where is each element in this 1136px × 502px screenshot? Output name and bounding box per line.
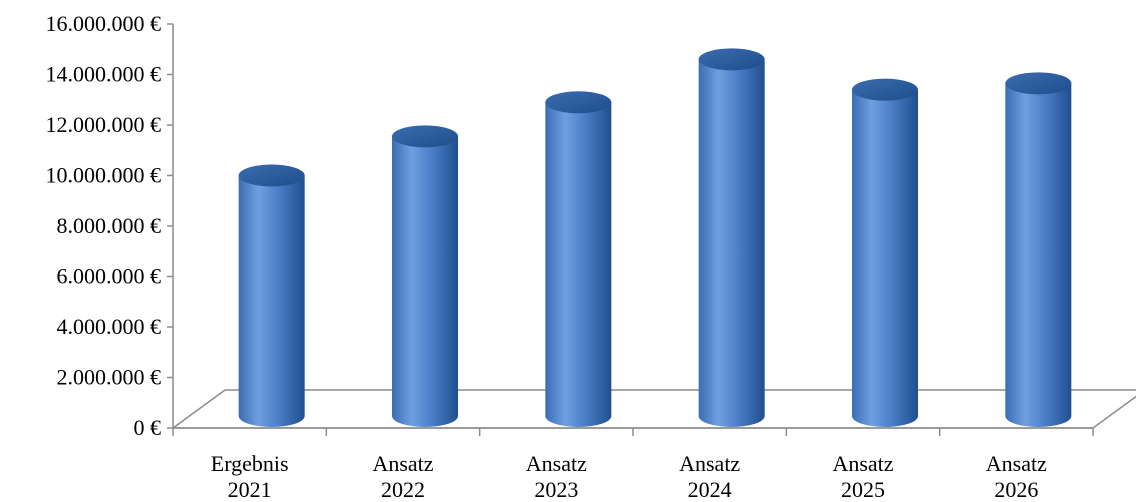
bar-4 <box>852 78 918 428</box>
category-label: 2021 <box>228 477 272 502</box>
category-label: 2024 <box>688 477 732 502</box>
category-label: Ansatz <box>372 451 433 476</box>
category-label: 2022 <box>381 477 425 502</box>
bar-2 <box>545 91 612 428</box>
bar-top <box>545 91 612 114</box>
x-axis <box>172 427 1094 436</box>
bar-top <box>698 48 765 71</box>
y-tick-label: 16.000.000 € <box>46 11 162 36</box>
y-tick-label: 0 € <box>134 415 162 440</box>
bar-5 <box>1005 72 1072 427</box>
bar-body <box>545 102 612 428</box>
category-label: Ansatz <box>832 451 893 476</box>
y-tick-label: 4.000.000 € <box>57 314 162 339</box>
category-labels: Ergebnis2021Ansatz2022Ansatz2023Ansatz20… <box>211 451 1047 502</box>
bar-body <box>852 89 918 428</box>
bar-top <box>1005 72 1072 95</box>
bar-body <box>1005 83 1072 427</box>
bar-3 <box>698 48 765 428</box>
y-tick-label: 12.000.000 € <box>46 112 162 137</box>
bar-top <box>392 125 458 148</box>
bar-series <box>238 48 1072 428</box>
y-tick-label: 10.000.000 € <box>46 163 162 188</box>
y-tick-label: 8.000.000 € <box>57 213 162 238</box>
y-axis: 0 € 2.000.000 € 4.000.000 € 6.000.000 € 8.00… <box>46 11 174 440</box>
y-tick-label: 6.000.000 € <box>57 264 162 289</box>
category-label: Ergebnis <box>211 451 289 476</box>
chart-floor <box>170 389 1136 429</box>
category-label: 2026 <box>994 477 1038 502</box>
y-tick-label: 14.000.000 € <box>46 62 162 87</box>
bar-body <box>392 136 458 428</box>
bar-body <box>238 175 305 428</box>
bar-body <box>698 59 765 428</box>
category-label: Ansatz <box>526 451 587 476</box>
category-label: Ansatz <box>679 451 740 476</box>
bar-0 <box>238 164 305 428</box>
bar-1 <box>392 125 458 428</box>
bar-top <box>852 78 918 101</box>
category-label: 2025 <box>841 477 885 502</box>
y-tick-label: 2.000.000 € <box>57 365 162 390</box>
floor-plane <box>170 389 1136 429</box>
category-label: 2023 <box>534 477 578 502</box>
category-label: Ansatz <box>986 451 1047 476</box>
bar-top <box>238 164 305 187</box>
